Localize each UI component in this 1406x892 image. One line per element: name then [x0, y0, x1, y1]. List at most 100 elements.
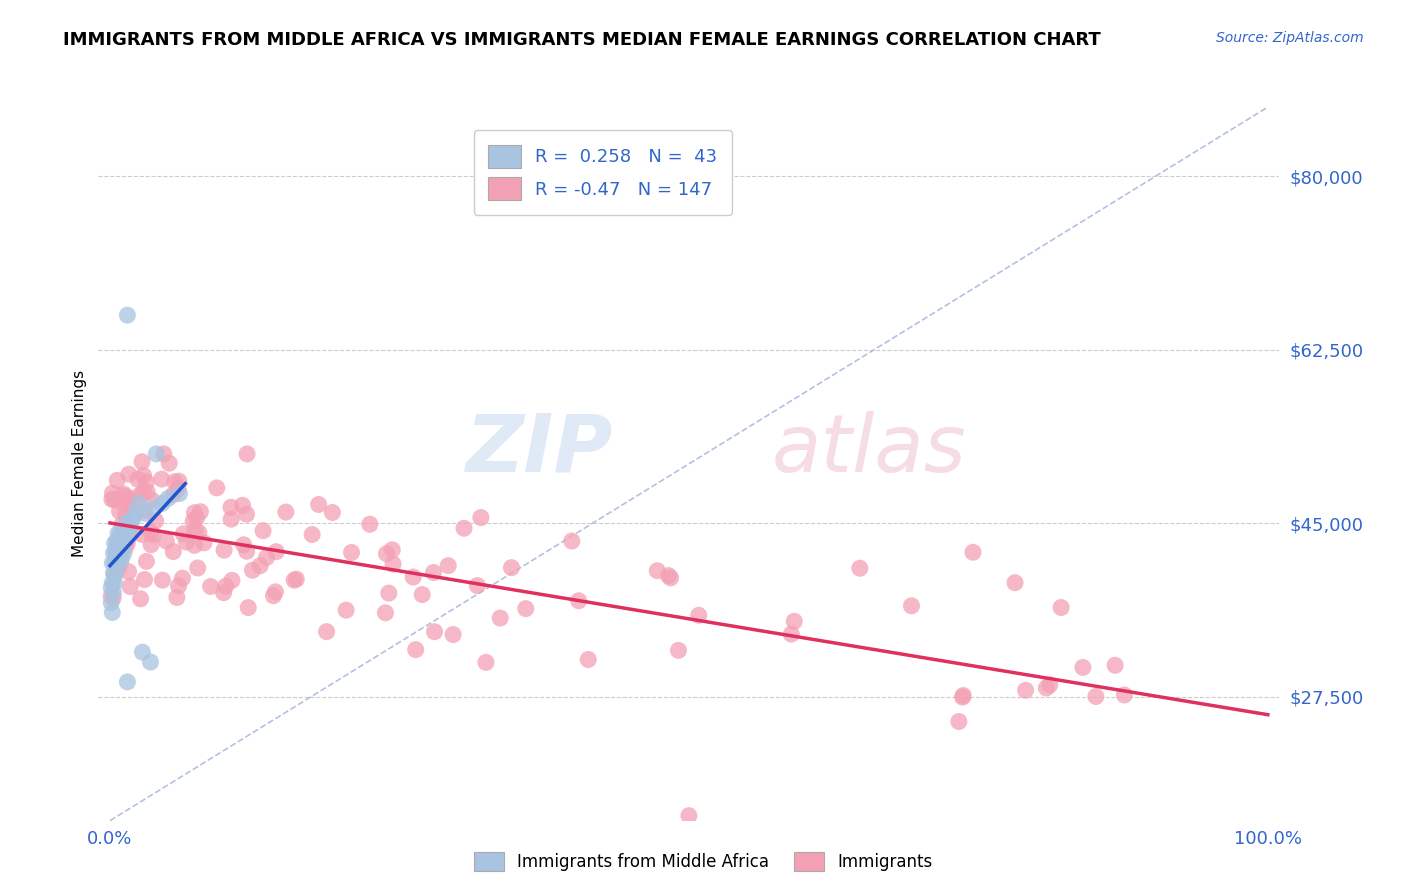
Point	[475, 656, 498, 670]
Point	[1004, 575, 1026, 590]
Point	[193, 535, 215, 549]
Point	[952, 689, 974, 703]
Point	[105, 536, 128, 550]
Point	[152, 447, 174, 461]
Point	[301, 527, 323, 541]
Point	[117, 308, 139, 322]
Point	[249, 558, 271, 573]
Point	[156, 491, 179, 506]
Point	[315, 624, 337, 639]
Point	[1211, 823, 1233, 838]
Point	[124, 507, 146, 521]
Point	[1114, 688, 1136, 702]
Point	[111, 542, 134, 557]
Legend: R =  0.258   N =  43, R = -0.47   N = 147: R = 0.258 N = 43, R = -0.47 N = 147	[474, 130, 731, 215]
Point	[145, 447, 167, 461]
Point	[232, 538, 254, 552]
Point	[107, 526, 129, 541]
Point	[104, 556, 127, 570]
Point	[256, 550, 278, 565]
Point	[112, 487, 135, 501]
Point	[150, 573, 173, 587]
Point	[183, 506, 205, 520]
Point	[423, 624, 446, 639]
Point	[378, 586, 401, 600]
Point	[205, 481, 228, 495]
Point	[162, 544, 184, 558]
Point	[120, 524, 142, 539]
Point	[212, 543, 235, 558]
Point	[340, 545, 363, 559]
Point	[561, 534, 583, 549]
Point	[190, 505, 212, 519]
Point	[134, 504, 156, 518]
Point	[139, 525, 162, 540]
Point	[121, 495, 143, 509]
Point	[141, 493, 163, 508]
Point	[962, 545, 984, 559]
Text: Source: ZipAtlas.com: Source: ZipAtlas.com	[1216, 31, 1364, 45]
Point	[172, 571, 194, 585]
Point	[167, 482, 190, 496]
Point	[308, 498, 330, 512]
Point	[108, 504, 131, 518]
Point	[163, 475, 186, 489]
Point	[114, 507, 136, 521]
Point	[131, 455, 153, 469]
Point	[143, 501, 166, 516]
Point	[375, 547, 398, 561]
Point	[659, 571, 682, 585]
Point	[422, 566, 444, 580]
Point	[1014, 683, 1036, 698]
Point	[231, 499, 253, 513]
Point	[117, 565, 139, 579]
Point	[120, 500, 142, 515]
Point	[107, 546, 129, 560]
Point	[264, 585, 287, 599]
Point	[186, 511, 208, 525]
Point	[100, 596, 122, 610]
Point	[129, 591, 152, 606]
Point	[145, 514, 167, 528]
Point	[101, 575, 124, 590]
Point	[849, 561, 872, 575]
Point	[104, 536, 127, 550]
Point	[167, 579, 190, 593]
Point	[104, 566, 127, 580]
Point	[783, 615, 806, 629]
Point	[104, 575, 127, 590]
Point	[105, 556, 128, 570]
Y-axis label: Median Female Earnings: Median Female Earnings	[72, 370, 87, 558]
Point	[110, 546, 132, 560]
Point	[139, 538, 162, 552]
Point	[219, 512, 242, 526]
Legend: Immigrants from Middle Africa, Immigrants: Immigrants from Middle Africa, Immigrant…	[465, 843, 941, 880]
Point	[321, 506, 343, 520]
Point	[688, 608, 710, 623]
Point	[132, 484, 155, 499]
Point	[107, 561, 129, 575]
Point	[118, 491, 141, 505]
Point	[131, 645, 153, 659]
Point	[166, 591, 188, 605]
Point	[274, 505, 297, 519]
Point	[235, 507, 257, 521]
Text: ZIP: ZIP	[465, 410, 612, 489]
Point	[103, 546, 125, 560]
Point	[101, 486, 124, 500]
Point	[162, 488, 184, 502]
Point	[402, 570, 425, 584]
Point	[668, 643, 690, 657]
Point	[1104, 658, 1126, 673]
Point	[645, 564, 668, 578]
Point	[167, 474, 190, 488]
Point	[657, 568, 679, 582]
Point	[150, 496, 173, 510]
Point	[238, 600, 260, 615]
Point	[101, 492, 124, 507]
Point	[110, 555, 132, 569]
Text: atlas: atlas	[772, 410, 966, 489]
Point	[465, 578, 488, 592]
Point	[115, 516, 138, 531]
Point	[952, 690, 974, 705]
